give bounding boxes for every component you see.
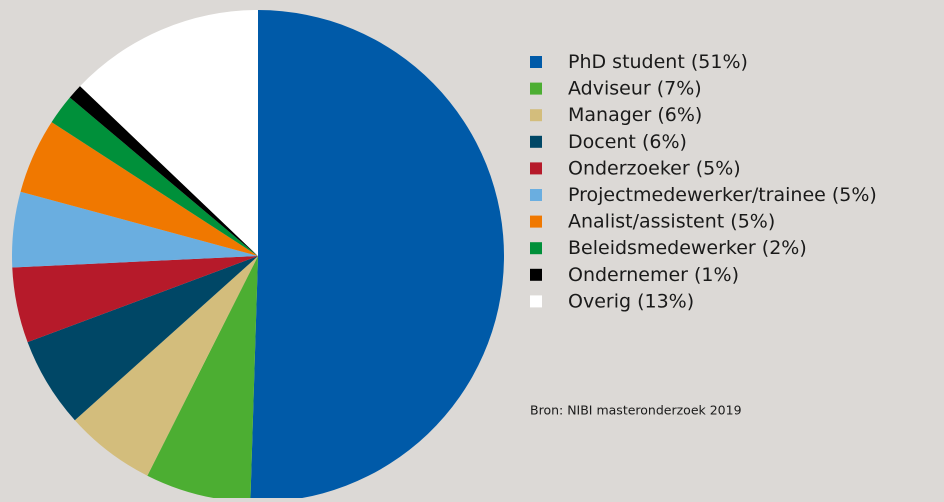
pie-slice	[51, 97, 258, 257]
legend-value: (5%)	[730, 210, 775, 232]
pie-slice	[74, 256, 258, 476]
legend-swatch	[530, 268, 542, 281]
pie-slice	[80, 10, 259, 256]
pie-slice	[12, 256, 258, 343]
legend-name: Overig	[568, 290, 631, 312]
legend-label: Overig (13%)	[568, 290, 694, 312]
legend-name: Ondernemer	[568, 263, 688, 285]
legend-label: Analist/assistent (5%)	[568, 210, 775, 232]
legend-swatch	[530, 215, 542, 228]
legend-value: (6%)	[657, 104, 702, 126]
legend-swatch	[530, 295, 542, 308]
legend-label: Projectmedewerker/trainee (5%)	[568, 184, 877, 206]
legend-value: (5%)	[832, 184, 877, 206]
legend-name: Analist/assistent	[568, 210, 724, 232]
legend-name: Manager	[568, 104, 651, 126]
legend-label: Adviseur (7%)	[568, 77, 702, 99]
legend-label: PhD student (51%)	[568, 51, 748, 73]
legend-value: (13%)	[637, 290, 694, 312]
legend-label: Manager (6%)	[568, 104, 702, 126]
legend-swatch	[530, 242, 542, 255]
legend-label: Docent (6%)	[568, 130, 687, 152]
pie-slice	[250, 10, 504, 502]
legend-swatch	[530, 82, 542, 95]
legend-swatch	[530, 109, 542, 122]
legend-name: Docent	[568, 130, 636, 152]
legend-swatch	[530, 162, 542, 175]
legend-swatch	[530, 135, 542, 148]
source-note: Bron: NIBI masteronderzoek 2019	[530, 403, 742, 418]
legend-value: (1%)	[694, 263, 739, 285]
legend-name: Adviseur	[568, 77, 651, 99]
legend-label: Ondernemer (1%)	[568, 263, 739, 285]
legend-name: Beleidsmedewerker	[568, 237, 756, 259]
legend-name: Onderzoeker	[568, 157, 690, 179]
pie-slice	[27, 256, 259, 421]
legend-value: (7%)	[657, 77, 702, 99]
pie-slice	[147, 256, 258, 502]
legend-value: (6%)	[642, 130, 687, 152]
legend-name: Projectmedewerker/trainee	[568, 184, 826, 206]
legend-label: Onderzoeker (5%)	[568, 157, 741, 179]
legend-label: Beleidsmedewerker (2%)	[568, 237, 807, 259]
pie-slice	[20, 122, 258, 257]
legend-value: (51%)	[691, 51, 748, 73]
legend-swatch	[530, 56, 542, 68]
legend-value: (5%)	[696, 157, 741, 179]
legend-swatch	[530, 189, 542, 201]
legend-name: PhD student	[568, 51, 685, 73]
pie-slice	[69, 86, 258, 256]
legend-value: (2%)	[762, 237, 807, 259]
pie-slice	[12, 191, 259, 268]
